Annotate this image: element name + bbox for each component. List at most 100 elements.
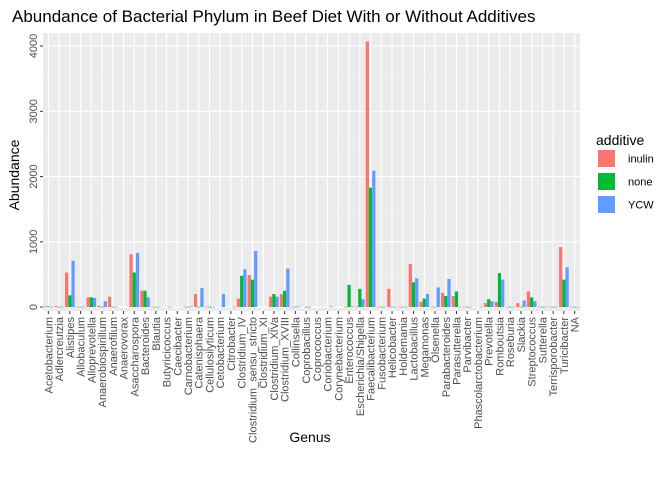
x-tick-label: Citrobacter xyxy=(226,317,238,371)
legend-label-YCW: YCW xyxy=(628,200,654,212)
bar-YCW xyxy=(361,299,365,308)
bar-YCW xyxy=(404,306,408,308)
legend-label-none: none xyxy=(628,177,652,189)
bar-YCW xyxy=(232,306,236,308)
bar-inulin xyxy=(279,294,284,308)
bar-none xyxy=(100,306,104,308)
legend-key-YCW xyxy=(598,196,615,213)
bar-YCW xyxy=(522,300,526,308)
bar-none xyxy=(540,306,545,308)
bar-inulin xyxy=(183,306,187,308)
bar-inulin xyxy=(150,306,155,308)
bar-inulin xyxy=(129,254,133,308)
bar-none xyxy=(562,279,566,308)
bar-none xyxy=(347,284,351,308)
bar-none xyxy=(46,306,50,308)
x-tick-label: Romboutsia xyxy=(494,316,506,376)
x-tick-label: Bacteroides xyxy=(140,317,152,376)
bar-YCW xyxy=(554,306,558,308)
bar-inulin xyxy=(397,306,402,308)
bar-YCW xyxy=(297,306,301,308)
bar-none xyxy=(444,295,448,308)
bar-none xyxy=(519,306,523,308)
bar-none xyxy=(368,187,373,308)
x-tick-label: Faecalibacterium xyxy=(366,317,378,401)
bar-inulin xyxy=(462,306,466,308)
x-tick-label: Parvibacter xyxy=(462,317,474,373)
bar-inulin xyxy=(537,306,541,308)
bar-inulin xyxy=(483,303,488,308)
x-tick-label: Slackia xyxy=(516,316,528,352)
x-tick-label: Parasutterella xyxy=(451,316,463,385)
x-tick-label: Clostridium_XVIII xyxy=(280,317,292,402)
bar-none xyxy=(143,290,147,308)
bar-inulin xyxy=(451,295,455,308)
bar-YCW xyxy=(103,301,107,308)
bar-YCW xyxy=(211,306,215,308)
bar-none xyxy=(497,273,502,308)
y-axis-ticks: 0 1000 2000 3000 4000 xyxy=(28,34,43,310)
bar-none xyxy=(379,306,383,308)
bar-YCW xyxy=(393,306,397,308)
legend-key-none xyxy=(598,173,615,190)
x-tick-label: Allobaculum xyxy=(76,317,88,377)
x-tick-label: Butyricicoccus xyxy=(162,317,174,388)
bar-YCW xyxy=(82,306,86,308)
bar-inulin xyxy=(419,301,423,308)
bar-none xyxy=(508,306,512,308)
x-tick-label: Blautia xyxy=(151,316,163,351)
x-tick-label: Enterococcus xyxy=(344,317,356,384)
bar-YCW xyxy=(286,268,290,308)
x-tick-label: Corynebacterium xyxy=(333,317,345,401)
bar-inulin xyxy=(526,291,531,308)
bar-YCW xyxy=(565,267,569,308)
x-tick-label: Coprobacillus xyxy=(301,317,313,384)
bar-YCW xyxy=(576,306,580,308)
x-tick-label: Streptococcus xyxy=(527,317,539,387)
bar-YCW xyxy=(468,306,473,308)
bar-YCW xyxy=(168,306,172,308)
x-tick-label: Clostridium_sensu_stricto xyxy=(247,317,259,443)
bar-none xyxy=(530,297,534,308)
bar-none xyxy=(487,299,491,308)
bar-YCW xyxy=(307,306,311,308)
bar-YCW xyxy=(544,306,548,308)
x-tick-label: Roseburia xyxy=(505,316,517,367)
bar-none xyxy=(293,306,297,308)
grid-lines xyxy=(43,33,580,311)
x-tick-label: Anaerovorax xyxy=(119,317,131,380)
bar-YCW xyxy=(49,306,54,308)
x-tick-label: Cellulosilyticum xyxy=(204,317,216,393)
bar-YCW xyxy=(436,287,440,308)
bar-none xyxy=(390,306,394,308)
x-tick-label: Adlercreutzia xyxy=(54,316,66,381)
legend-label-inulin: inulin xyxy=(628,154,654,166)
x-tick-label: Clostridium_XlVa xyxy=(269,316,281,400)
bar-YCW xyxy=(458,306,462,308)
bar-inulin xyxy=(75,306,79,308)
bar-none xyxy=(78,306,83,308)
bar-YCW xyxy=(60,306,64,308)
bar-YCW xyxy=(329,306,333,308)
bar-inulin xyxy=(204,306,208,308)
bar-YCW xyxy=(92,297,97,308)
bar-none xyxy=(240,275,244,308)
x-tick-label: Turicibacter xyxy=(559,317,571,374)
y-tick-label: 3000 xyxy=(28,99,40,123)
bar-inulin xyxy=(140,290,144,308)
bar-none xyxy=(283,290,287,308)
bar-inulin xyxy=(269,296,273,308)
bar-inulin xyxy=(376,306,380,308)
x-tick-label: Catenisphaera xyxy=(194,316,206,388)
bar-none xyxy=(401,306,405,308)
bar-YCW xyxy=(447,279,451,308)
bar-YCW xyxy=(372,170,376,308)
x-tick-label: Clostridium_XI xyxy=(258,317,270,389)
x-tick-label: Asaccharospora xyxy=(129,316,141,396)
bars-layer xyxy=(43,41,580,308)
x-axis-ticks: AcetobacteriumAdlercreutziaAlistipesAllo… xyxy=(43,311,582,443)
y-tick-label: 0 xyxy=(28,304,40,310)
bar-YCW xyxy=(254,250,258,308)
x-tick-label: Phascolarctobacterium xyxy=(473,317,485,429)
